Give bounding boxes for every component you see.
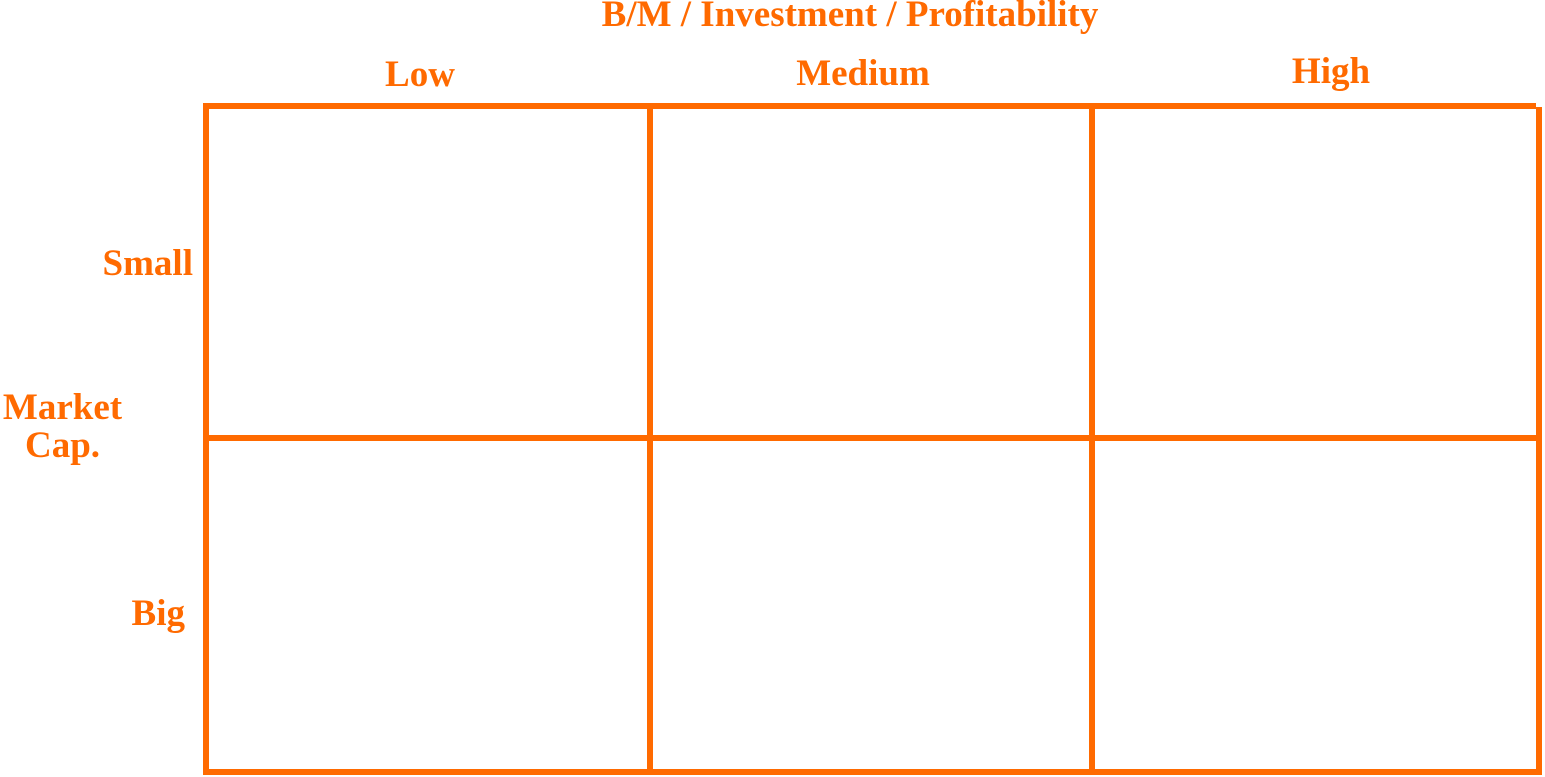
cell-big-medium (653, 441, 1089, 770)
diagram-title: B/M / Investment / Profitability (601, 0, 1099, 35)
column-header-medium: Medium (796, 53, 930, 94)
grid-line-bottom (204, 769, 1542, 775)
grid-line-top (204, 103, 1536, 109)
cell-small-low (208, 109, 648, 436)
grid-line-col1 (647, 103, 653, 775)
row-axis-label-line2: Cap. (24, 425, 101, 466)
grid-line-col2 (1089, 103, 1095, 775)
cell-small-medium (653, 109, 1089, 436)
grid-line-left (203, 103, 209, 775)
cell-big-high (1095, 441, 1535, 770)
cell-small-high (1095, 109, 1535, 436)
column-header-low: Low (385, 54, 455, 95)
grid-line-right (1536, 107, 1542, 775)
cell-big-low (208, 441, 648, 770)
column-header-high: High (1291, 51, 1371, 92)
row-axis-label: Market Cap. (0, 389, 125, 465)
row-header-small: Small (102, 243, 193, 284)
row-header-big: Big (131, 593, 185, 634)
grid-line-middle (204, 435, 1542, 441)
row-axis-label-line1: Market (2, 387, 123, 428)
